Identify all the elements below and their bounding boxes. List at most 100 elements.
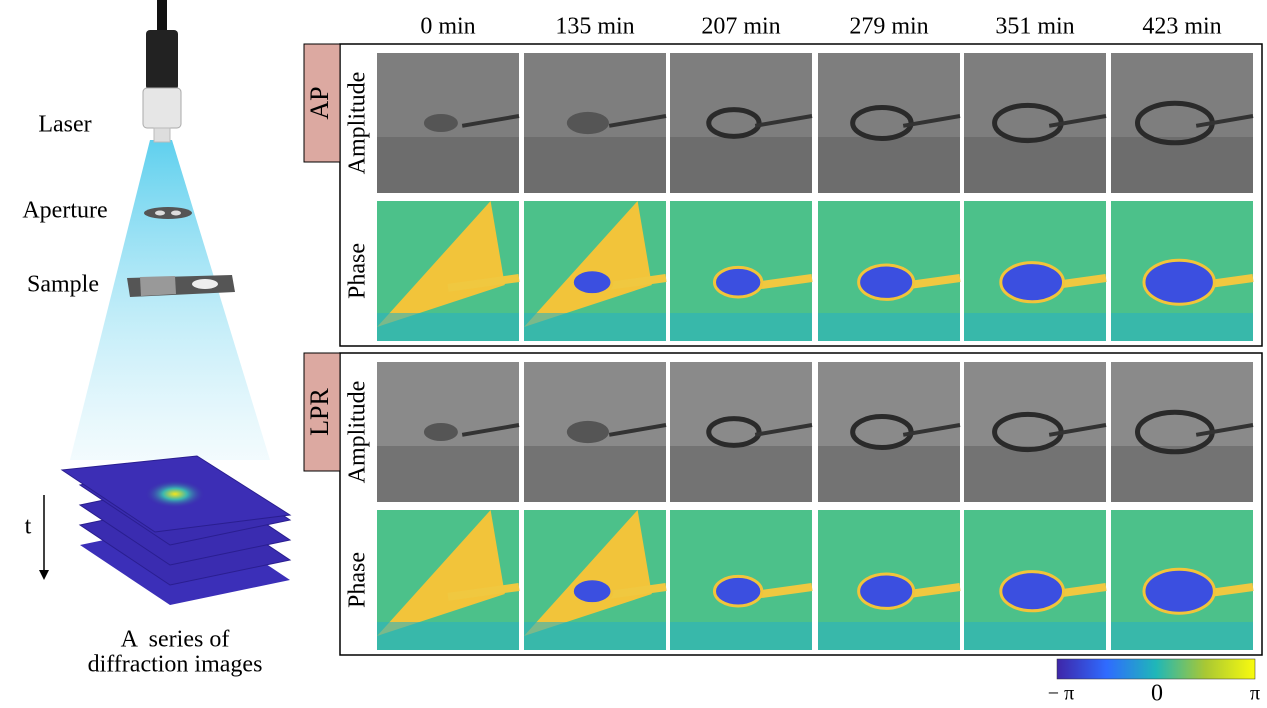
phase-lower <box>524 622 666 650</box>
cell-tail <box>754 114 813 128</box>
phase-blob <box>1142 258 1216 306</box>
group-frame <box>339 43 1263 347</box>
image-panel <box>377 201 520 341</box>
column-header: 0 min <box>420 14 475 40</box>
colorbar-label: 0 <box>1151 681 1163 707</box>
phase-blob <box>999 570 1066 613</box>
phase-blob <box>712 574 764 608</box>
column-header: 135 min <box>555 14 634 40</box>
cell-tail <box>902 423 961 437</box>
cell-tail <box>1195 423 1254 437</box>
phase-tail <box>447 274 520 292</box>
panel-shade <box>964 137 1106 193</box>
image-panel <box>818 362 961 502</box>
cell-tail <box>1048 114 1107 128</box>
apparatus <box>39 0 292 605</box>
colorbar <box>1056 658 1256 680</box>
phase-blob <box>570 268 614 297</box>
cell-blob <box>423 423 458 441</box>
image-panel <box>818 201 961 341</box>
laser-head <box>146 30 178 90</box>
caption: A series of <box>121 627 230 653</box>
aperture <box>144 207 192 219</box>
label: Sample <box>27 272 99 298</box>
caption: diffraction images <box>88 652 263 678</box>
row-label: Amplitude <box>345 72 371 175</box>
panel-shade <box>818 446 960 502</box>
phase-blob <box>999 261 1066 304</box>
aperture-hole <box>155 210 165 216</box>
phase-lower <box>377 622 519 650</box>
column-header: 279 min <box>849 14 928 40</box>
panel-shade <box>818 137 960 193</box>
cell-blob <box>566 420 609 444</box>
cell-tail <box>608 423 667 437</box>
colorbar-label: − π <box>1048 683 1074 705</box>
diffraction-stack <box>60 455 292 605</box>
image-panel <box>524 510 667 650</box>
cell-blob <box>706 416 762 448</box>
phase-wedge <box>524 510 652 636</box>
laser-tip <box>153 127 171 143</box>
phase-blob <box>1142 567 1216 615</box>
cell-tail <box>461 114 520 128</box>
column-header: 351 min <box>995 14 1074 40</box>
row-label: Phase <box>345 552 371 608</box>
group-label: LPR <box>305 388 334 436</box>
phase-lower <box>964 313 1106 341</box>
phase-blob <box>570 577 614 606</box>
phase-lower <box>1111 622 1253 650</box>
image-panel <box>377 53 520 193</box>
phase-lower <box>377 313 519 341</box>
phase-lower <box>670 622 812 650</box>
cell-blob <box>566 111 609 135</box>
image-panel <box>1111 362 1254 502</box>
cell-tail <box>461 423 520 437</box>
image-panel <box>964 510 1107 650</box>
image-panel <box>377 510 520 650</box>
cell-tail <box>754 423 813 437</box>
time-arrow-head <box>39 570 49 580</box>
panel-shade <box>964 446 1106 502</box>
label: Laser <box>38 112 91 138</box>
phase-lower <box>964 622 1106 650</box>
cell-tail <box>1048 423 1107 437</box>
phase-wedge <box>377 510 505 636</box>
aperture-hole <box>171 210 181 216</box>
row-label: Amplitude <box>345 381 371 484</box>
image-panel <box>818 510 961 650</box>
column-header: 423 min <box>1142 14 1221 40</box>
image-panel <box>1111 510 1254 650</box>
image-panel <box>1111 53 1254 193</box>
sample-window <box>140 276 176 296</box>
phase-lower <box>818 313 960 341</box>
image-panel <box>670 362 813 502</box>
panel-shade <box>670 446 812 502</box>
image-panel <box>1111 201 1254 341</box>
panel-shade <box>524 137 666 193</box>
phase-wedge <box>524 201 652 327</box>
label: Aperture <box>22 198 107 224</box>
image-panel <box>964 53 1107 193</box>
image-panel <box>670 53 813 193</box>
image-panel <box>964 362 1107 502</box>
row-label: Phase <box>345 243 371 299</box>
colorbar-label: π <box>1250 683 1260 705</box>
sample-spot <box>192 279 218 289</box>
panel-shade <box>670 137 812 193</box>
image-panel <box>670 201 813 341</box>
cell-blob <box>706 107 762 139</box>
image-panel <box>524 53 667 193</box>
group-tag <box>303 352 341 472</box>
panel-shade <box>1111 137 1253 193</box>
group-tag <box>303 43 341 163</box>
column-header: 207 min <box>701 14 780 40</box>
group-frame <box>339 352 1263 656</box>
group-label: AP <box>305 86 334 119</box>
image-panel <box>377 362 520 502</box>
image-panel <box>964 201 1107 341</box>
image-panel <box>524 201 667 341</box>
image-panel <box>524 362 667 502</box>
panel-shade <box>1111 446 1253 502</box>
